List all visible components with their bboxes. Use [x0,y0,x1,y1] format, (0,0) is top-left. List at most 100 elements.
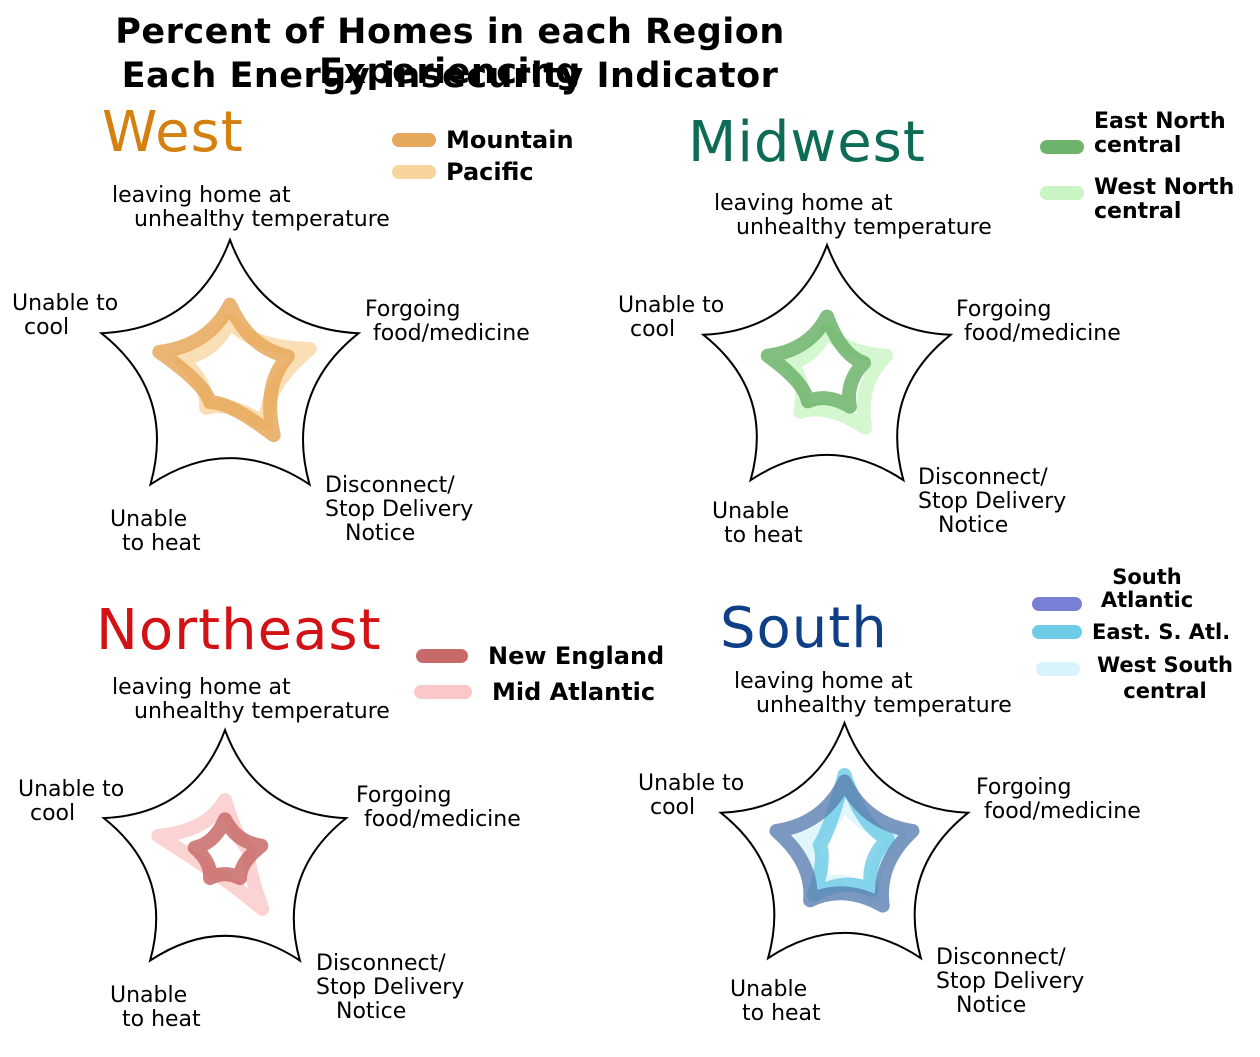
axis-label-line: Stop Delivery [316,975,465,1000]
axis-label-line: food/medicine [984,799,1141,824]
axis-label-left: Unable to cool [18,778,124,826]
axis-label-line: Unable [110,983,188,1008]
axis-label-line: to heat [724,523,803,548]
axis-label-lower-left: Unable to heat [730,978,821,1026]
legend-item-mid-atlantic: Mid Atlantic [414,680,655,704]
legend-swatch [414,685,472,699]
axis-label-line: Notice [336,999,407,1024]
legend-label: West South central [1097,653,1233,703]
south-radar-chart [718,720,971,961]
legend-label: Mountain [446,126,574,154]
radar-frame [718,720,971,961]
axis-label-line: cool [30,801,76,826]
legend-item-south-atlantic: South Atlantic [1032,566,1202,612]
south-title: South [720,596,888,661]
legend-label: West North central [1094,175,1235,224]
axis-label-line: Unable [730,977,808,1002]
axis-label-left: Unable to cool [12,292,118,340]
axis-label-line: Forgoing [365,297,461,322]
axis-label-line: Disconnect/ [918,465,1048,490]
legend-item-west-south-central: West South central [1036,652,1240,704]
chart-title-line2: Each Energy insecurity Indicator [121,56,779,96]
legend-swatch [1036,662,1080,676]
west-radar-chart [98,236,362,487]
axis-label-line: Disconnect/ [325,473,455,498]
axis-label-line: Unable to [18,777,125,802]
legend-swatch [1032,625,1082,639]
series-line-mountain [152,297,295,443]
axis-label-top: leaving home at unhealthy temperature [714,192,992,240]
axis-label-right: Forgoing food/medicine [956,298,1121,346]
axis-label-top: leaving home at unhealthy temperature [112,676,390,724]
legend-item-east-north-central: East North central [1040,110,1234,158]
axis-label-line: cool [650,795,696,820]
legend-item-pacific: Pacific [392,160,534,184]
legend-swatch [1040,186,1084,200]
axis-label-line: unhealthy temperature [736,215,992,240]
axis-label-line: Notice [345,521,416,546]
legend-item-east-s-atl: East. S. Atl. [1032,620,1230,644]
axis-label-left: Unable to cool [638,772,744,820]
axis-label-lower-right: Disconnect/ Stop Delivery Notice [316,952,464,1024]
legend-swatch [416,649,468,663]
legend-swatch [392,165,436,179]
legend-swatch [1040,140,1084,154]
axis-label-line: Unable to [618,293,725,318]
legend-label: South Atlantic [1100,565,1194,612]
axis-label-line: Forgoing [956,297,1052,322]
radar-frame [700,242,954,483]
axis-label-line: Disconnect/ [316,951,446,976]
midwest-title: Midwest [688,110,926,175]
axis-label-line: Unable to [638,771,745,796]
legend-label: Mid Atlantic [492,678,656,706]
legend-label: Pacific [446,158,534,186]
axis-label-line: unhealthy temperature [134,699,390,724]
axis-label-top: leaving home at unhealthy temperature [112,184,390,232]
axis-label-line: food/medicine [373,321,530,346]
series-line-east-north-central [760,309,872,414]
axis-label-line: food/medicine [964,321,1121,346]
series-line-east-s-atl [806,768,895,903]
series-line-south-atlantic [769,774,920,913]
northeast-radar-chart [101,727,349,963]
axis-label-lower-right: Disconnect/ Stop Delivery Notice [325,474,473,546]
legend-label: East. S. Atl. [1092,620,1231,644]
axis-label-right: Forgoing food/medicine [976,776,1141,824]
axis-label-line: unhealthy temperature [756,693,1012,718]
axis-label-line: Notice [956,993,1027,1018]
axis-label-lower-left: Unable to heat [110,508,201,556]
axis-label-line: cool [24,315,70,340]
series-line-new-england [187,812,269,886]
axis-label-line: Forgoing [976,775,1072,800]
axis-label-line: food/medicine [364,807,521,832]
axis-label-lower-right: Disconnect/ Stop Delivery Notice [936,946,1084,1018]
axis-label-line: Stop Delivery [936,969,1085,994]
axis-label-line: leaving home at [714,191,893,216]
legend-label: New England [488,642,665,670]
series-line-west-north-central [782,322,894,435]
legend-swatch [392,133,436,147]
legend-item-west-north-central: West North central [1040,176,1244,224]
legend-item-mountain: Mountain [392,128,574,152]
legend-swatch [1032,597,1082,611]
chart-title-line1: Percent of Homes in each Region Experien… [115,12,785,92]
axis-label-lower-left: Unable to heat [110,984,201,1032]
axis-label-line: to heat [742,1001,821,1026]
midwest-radar-chart [700,242,954,483]
axis-label-left: Unable to cool [618,294,724,342]
axis-label-line: Notice [938,513,1009,538]
west-title: West [102,100,244,165]
legend-item-new-england: New England [416,644,664,668]
axis-label-line: Unable [110,507,188,532]
axis-label-line: Forgoing [356,783,452,808]
legend-label: East North central [1094,109,1226,158]
axis-label-top: leaving home at unhealthy temperature [734,670,1012,718]
axis-label-line: cool [630,317,676,342]
axis-label-line: Unable to [12,291,119,316]
axis-label-line: Unable [712,499,790,524]
northeast-title: Northeast [96,598,382,663]
axis-label-right: Forgoing food/medicine [365,298,530,346]
axis-label-lower-right: Disconnect/ Stop Delivery Notice [918,466,1066,538]
axis-label-line: leaving home at [112,183,291,208]
axis-label-line: unhealthy temperature [134,207,390,232]
